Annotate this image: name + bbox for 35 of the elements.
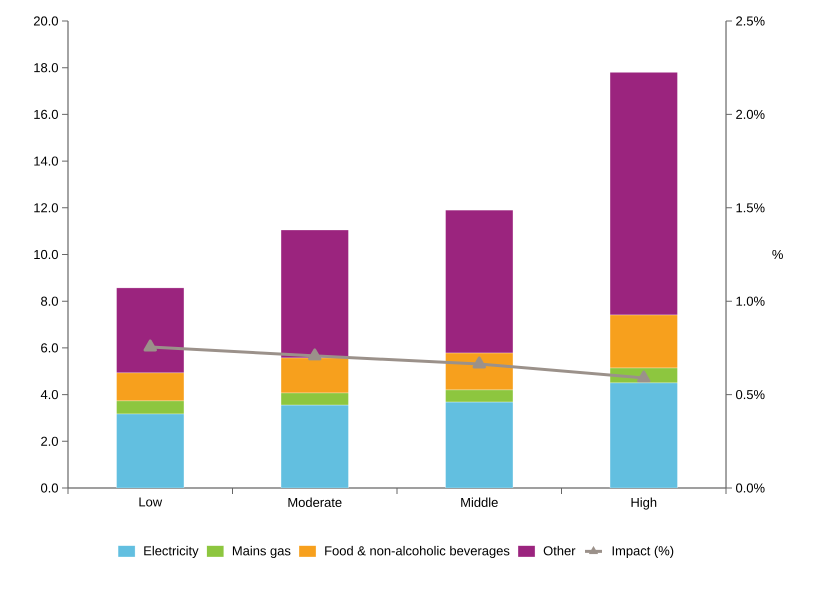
x-tick-label: High <box>632 497 656 510</box>
y-tick-label: 8.0 <box>41 296 58 306</box>
legend-label: Electricity <box>144 546 199 558</box>
y2-axis-title: % <box>772 250 783 260</box>
y-tick-label: 16.0 <box>34 110 58 119</box>
y-tick-label: 18.0 <box>34 63 58 72</box>
bar <box>116 414 184 488</box>
point <box>308 348 322 360</box>
bar <box>280 404 349 488</box>
legend-label: Food & non-alcoholic beverages <box>325 546 510 558</box>
x-tick-label: Low <box>139 498 162 507</box>
y2-tick-label: 2.0% <box>736 110 765 119</box>
bar <box>445 402 514 488</box>
point <box>472 356 486 368</box>
y2-tick-label: 1.5% <box>736 203 765 212</box>
legend-label: Other <box>544 546 576 556</box>
x-tick-label: Moderate <box>288 497 342 508</box>
y2-tick-label: 0.0% <box>736 483 765 493</box>
legend-label: Impact (%) <box>612 546 674 558</box>
y2-tick-label: 1.0% <box>736 296 765 306</box>
y-tick-label: 2.0 <box>41 436 58 446</box>
point <box>144 339 157 352</box>
y-tick-label: 4.0 <box>40 390 58 400</box>
y-tick-label: 6.0 <box>41 343 58 352</box>
x-tick-label: Middle <box>461 497 498 508</box>
y-tick-label: 12.0 <box>34 203 58 212</box>
y-tick-label: 14.0 <box>34 156 58 166</box>
legend-label: Mains gas <box>232 546 290 558</box>
point <box>637 370 650 382</box>
y-tick-label: 0.0 <box>40 483 58 493</box>
y-tick-label: 10.0 <box>34 250 58 260</box>
y2-tick-label: 0.5% <box>736 390 765 400</box>
y2-tick-label: 2.5% <box>736 16 765 26</box>
bar <box>610 382 678 488</box>
y-tick-label: 20.0 <box>34 16 58 26</box>
